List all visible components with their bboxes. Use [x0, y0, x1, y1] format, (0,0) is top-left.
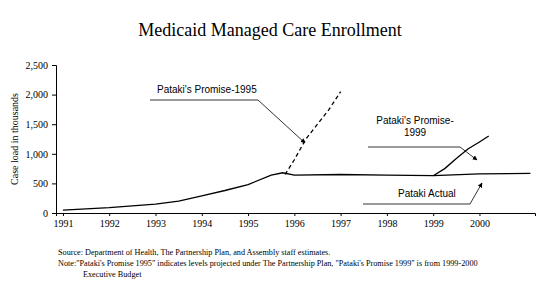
series-label: Pataki's Promise-1995 — [157, 84, 257, 95]
source-note: Source: Department of Health, The Partne… — [58, 248, 330, 257]
x-tick: 1996 — [285, 213, 305, 229]
x-tick-mark — [341, 213, 342, 216]
x-tick: 1993 — [146, 213, 166, 229]
y-axis-line — [52, 66, 57, 214]
y-tick: 1,000 — [26, 149, 57, 160]
x-tick-mark — [294, 213, 295, 216]
chart-svg: Medicaid Managed Care Enrollment 0 500 1,00… — [0, 0, 540, 291]
x-tick-label: 1997 — [331, 218, 351, 229]
footnote: Note:"Pataki's Promise 1995" indicates l… — [58, 259, 478, 279]
x-axis: 1991 1992 1993 1994 1995 1996 1997 1998 1999 2000 — [53, 213, 535, 229]
x-tick: 1995 — [239, 213, 259, 229]
x-tick-label: 1998 — [377, 218, 397, 229]
x-tick: 1998 — [377, 213, 397, 229]
x-tick-label: 1994 — [192, 218, 212, 229]
x-tick: 1991 — [53, 213, 73, 229]
series-line — [285, 92, 341, 175]
y-axis-title: Case load in thousands — [9, 93, 20, 185]
x-tick-label: 1991 — [53, 218, 73, 229]
chart-title: Medicaid Managed Care Enrollment — [138, 20, 401, 40]
lines — [63, 92, 530, 210]
y-tick-label: 2,000 — [26, 89, 49, 100]
x-tick-label: 1996 — [285, 218, 305, 229]
x-tick-mark — [202, 213, 203, 216]
y-tick-mark — [52, 213, 56, 214]
x-tick: 2000 — [470, 213, 490, 229]
y-tick-label: 2,500 — [26, 60, 49, 71]
y-tick: 2,500 — [26, 60, 57, 71]
x-tick: 1994 — [192, 213, 212, 229]
x-tick: 1999 — [424, 213, 444, 229]
annotations: Pataki's Promise-1995 Pataki's Promise-19… — [150, 84, 482, 204]
y-tick-mark — [52, 65, 56, 66]
y-tick: 500 — [33, 178, 56, 189]
x-tick: 1997 — [331, 213, 351, 229]
y-tick-mark — [52, 183, 56, 184]
series-label: Pataki's Promise-1999 — [376, 115, 454, 138]
x-tick-mark — [156, 213, 157, 216]
x-tick-mark — [479, 213, 480, 216]
y-tick: 1,500 — [26, 119, 57, 130]
y-tick-label: 500 — [33, 178, 48, 189]
series-label: Pataki Actual — [398, 188, 456, 199]
annotation-arrow — [363, 183, 482, 204]
x-tick-label: 1995 — [239, 218, 259, 229]
series-line — [433, 136, 489, 176]
y-tick-mark — [52, 95, 56, 96]
x-tick-mark — [433, 213, 434, 216]
x-tick-label: 1993 — [146, 218, 166, 229]
annotation-arrow — [368, 147, 477, 160]
x-tick-mark — [387, 213, 388, 216]
x-tick-label: 1999 — [424, 218, 444, 229]
y-tick: 0 — [43, 208, 56, 219]
y-axis: 0 500 1,000 1,500 2,000 2,500 — [26, 60, 57, 219]
x-tick: 1992 — [100, 213, 120, 229]
x-tick-mark — [109, 213, 110, 216]
annotation-arrow — [150, 100, 305, 143]
y-tick-mark — [52, 124, 56, 125]
x-tick-label: 2000 — [470, 218, 490, 229]
y-tick-label: 0 — [43, 208, 48, 219]
chart-container: Medicaid Managed Care Enrollment 0 500 1,00… — [0, 0, 540, 291]
y-tick-mark — [52, 154, 56, 155]
x-tick-mark — [248, 213, 249, 216]
y-tick: 2,000 — [26, 89, 57, 100]
y-tick-label: 1,500 — [26, 119, 49, 130]
x-axis-line — [57, 214, 536, 217]
x-tick-mark — [63, 213, 64, 216]
x-tick-label: 1992 — [100, 218, 120, 229]
series-line — [63, 173, 530, 210]
y-tick-label: 1,000 — [26, 149, 49, 160]
